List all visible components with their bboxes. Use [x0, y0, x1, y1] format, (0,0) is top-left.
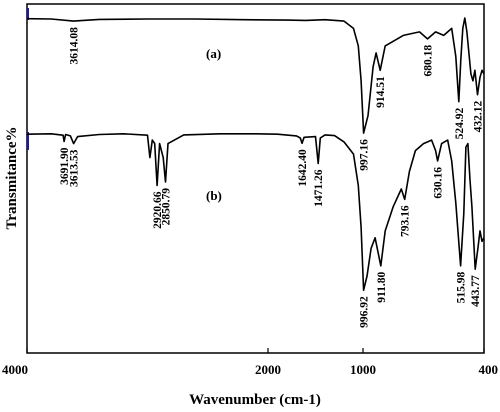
y-axis-title: Transmitance%	[4, 126, 20, 229]
x-axis-ticks: 4000 2000 1000 400	[2, 348, 498, 377]
peak-label: 997.16	[359, 139, 371, 171]
peak-labels: 3614.08 997.16 914.51 680.18 524.92 432.12 369…	[59, 27, 484, 328]
peak-label: 996.92	[359, 296, 371, 328]
x-tick-label: 1000	[350, 362, 376, 377]
peak-label: 515.98	[456, 272, 468, 304]
peak-label: 3614.08	[69, 27, 81, 65]
peak-label: 524.92	[454, 107, 466, 139]
peak-label: 793.16	[400, 205, 412, 237]
series-label-a: (a)	[206, 46, 221, 61]
x-tick-label: 400	[479, 362, 499, 377]
peak-label: 2850.79	[161, 188, 173, 226]
x-tick-label: 4000	[2, 362, 28, 377]
peak-label: 1642.40	[297, 149, 309, 187]
series-line-b	[26, 133, 485, 291]
series-line-a	[26, 17, 485, 134]
peak-label: 680.18	[423, 45, 435, 77]
peak-label: 630.16	[433, 167, 445, 199]
x-tick-label: 2000	[255, 362, 281, 377]
peak-label: 3691.90	[59, 147, 71, 185]
peak-label: 443.77	[470, 275, 482, 307]
peak-label: 3613.53	[69, 149, 81, 187]
peak-label: 2920.66	[152, 191, 164, 229]
series-label-b: (b)	[206, 188, 222, 203]
series-layer	[26, 17, 485, 291]
x-axis-title: Wavenumber (cm-1)	[189, 392, 321, 408]
peak-label: 432.12	[473, 100, 485, 132]
peak-label: 914.51	[375, 76, 387, 108]
plot-frame	[26, 3, 485, 354]
peak-label: 911.80	[376, 272, 388, 303]
peak-label: 1471.26	[313, 169, 325, 207]
